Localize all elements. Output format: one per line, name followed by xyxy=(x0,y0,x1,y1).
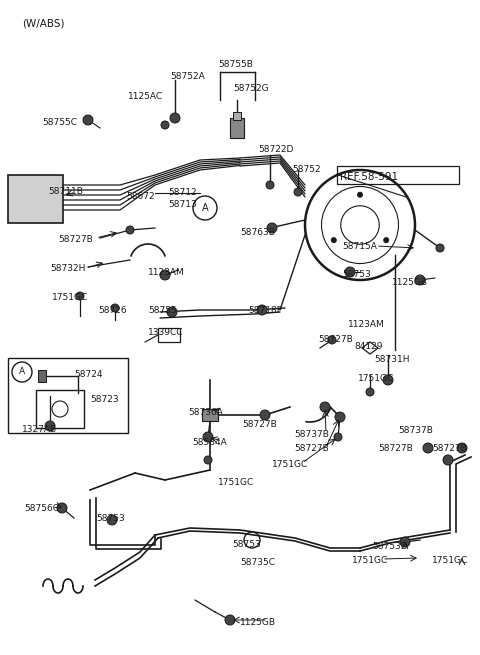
Text: 58737B: 58737B xyxy=(398,426,433,435)
Circle shape xyxy=(443,455,453,465)
Text: 1123AM: 1123AM xyxy=(348,320,385,329)
Bar xyxy=(8,358,128,433)
Bar xyxy=(38,370,46,382)
Text: 58712: 58712 xyxy=(168,188,197,197)
Circle shape xyxy=(331,237,337,243)
Circle shape xyxy=(366,388,374,396)
Text: 1751GC: 1751GC xyxy=(432,556,468,565)
Text: 58753: 58753 xyxy=(96,514,125,523)
Text: 58737B: 58737B xyxy=(294,430,329,439)
Text: 58735C: 58735C xyxy=(240,558,275,567)
Text: 58726: 58726 xyxy=(98,306,127,315)
Circle shape xyxy=(225,615,235,625)
Circle shape xyxy=(357,192,363,198)
Circle shape xyxy=(170,113,180,123)
Bar xyxy=(233,112,241,120)
Circle shape xyxy=(203,432,213,442)
Text: 58727B: 58727B xyxy=(432,444,467,453)
Circle shape xyxy=(107,515,117,525)
Bar xyxy=(36,390,84,428)
Text: 58752: 58752 xyxy=(292,165,321,174)
Circle shape xyxy=(383,375,393,385)
Text: 58753: 58753 xyxy=(342,270,371,279)
Circle shape xyxy=(383,237,389,243)
Circle shape xyxy=(335,412,345,422)
Text: 58752A: 58752A xyxy=(170,72,205,81)
Text: 58722D: 58722D xyxy=(258,145,293,154)
Text: 58724: 58724 xyxy=(74,370,103,379)
Text: 58711B: 58711B xyxy=(48,187,83,196)
Circle shape xyxy=(126,226,134,234)
Bar xyxy=(202,409,218,421)
Text: 58752G: 58752G xyxy=(233,84,269,93)
Circle shape xyxy=(320,402,330,412)
Circle shape xyxy=(161,121,169,129)
Text: 58713: 58713 xyxy=(168,200,197,209)
Circle shape xyxy=(334,433,342,441)
Text: 58727B: 58727B xyxy=(318,335,353,344)
Text: 58727B: 58727B xyxy=(242,420,277,429)
Circle shape xyxy=(257,305,267,315)
Text: 58755B: 58755B xyxy=(218,60,253,69)
Circle shape xyxy=(436,244,444,252)
Circle shape xyxy=(76,292,84,300)
Circle shape xyxy=(294,188,302,196)
Circle shape xyxy=(111,304,119,312)
Circle shape xyxy=(83,115,93,125)
Circle shape xyxy=(167,307,177,317)
Text: 58732H: 58732H xyxy=(50,264,85,273)
Text: 58715A: 58715A xyxy=(342,242,377,251)
Circle shape xyxy=(204,456,212,464)
Circle shape xyxy=(266,181,274,189)
Bar xyxy=(8,175,63,223)
Text: 1751GC: 1751GC xyxy=(272,460,308,469)
Text: 58584A: 58584A xyxy=(192,438,227,447)
Text: 58731H: 58731H xyxy=(374,355,409,364)
Circle shape xyxy=(400,537,410,547)
Text: A: A xyxy=(202,203,208,213)
Text: 58672: 58672 xyxy=(126,192,155,201)
Text: 58727B: 58727B xyxy=(58,235,93,244)
Text: 1327AB: 1327AB xyxy=(22,425,57,434)
Text: 1123AM: 1123AM xyxy=(148,268,185,277)
Circle shape xyxy=(423,443,433,453)
Circle shape xyxy=(267,223,277,233)
Text: 1125GB: 1125GB xyxy=(392,278,428,287)
Text: A: A xyxy=(19,367,25,377)
Text: 58723: 58723 xyxy=(90,395,119,404)
Circle shape xyxy=(45,421,55,431)
Text: 1751GC: 1751GC xyxy=(352,556,388,565)
Circle shape xyxy=(57,503,67,513)
Circle shape xyxy=(160,270,170,280)
Text: 1125AC: 1125AC xyxy=(128,92,163,101)
Bar xyxy=(230,118,244,138)
Text: 58753D: 58753D xyxy=(372,542,408,551)
Text: (W/ABS): (W/ABS) xyxy=(22,18,64,28)
Text: 1751GC: 1751GC xyxy=(218,478,254,487)
Text: 1751GC: 1751GC xyxy=(358,374,394,383)
Text: 58756C: 58756C xyxy=(24,504,59,513)
Text: 58727B: 58727B xyxy=(378,444,413,453)
Text: 58727B: 58727B xyxy=(294,444,329,453)
Text: 58736A: 58736A xyxy=(188,408,223,417)
Bar xyxy=(158,328,180,342)
Text: 58755C: 58755C xyxy=(42,118,77,127)
Circle shape xyxy=(260,410,270,420)
Text: 58763B: 58763B xyxy=(240,228,275,237)
Circle shape xyxy=(345,267,355,277)
Text: 58755: 58755 xyxy=(148,306,177,315)
Text: REF.58-591: REF.58-591 xyxy=(340,172,398,182)
Text: 58718F: 58718F xyxy=(248,306,282,315)
Text: 58753: 58753 xyxy=(232,540,261,549)
Circle shape xyxy=(415,275,425,285)
Text: 1125GB: 1125GB xyxy=(240,618,276,627)
Text: 1339CC: 1339CC xyxy=(148,328,183,337)
Text: 84129: 84129 xyxy=(354,342,383,351)
Circle shape xyxy=(457,443,467,453)
Text: 1751GC: 1751GC xyxy=(52,293,88,302)
Circle shape xyxy=(328,336,336,344)
